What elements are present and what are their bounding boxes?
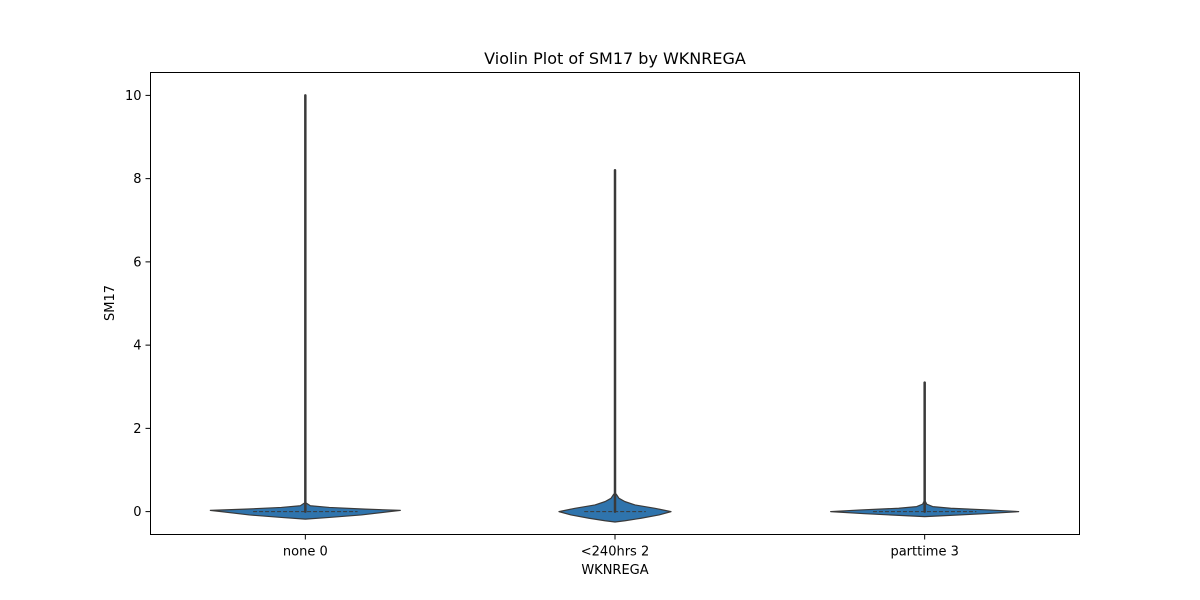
- violin: [209, 94, 401, 520]
- x-tick-label: parttime 3: [890, 545, 958, 560]
- x-tick-label: none 0: [283, 545, 328, 560]
- x-axis-label: WKNREGA: [581, 563, 648, 578]
- y-axis: 0 2 4 6 8 10: [125, 89, 151, 520]
- y-axis-label: SM17: [103, 285, 118, 321]
- violin: [830, 381, 1020, 518]
- y-tick-label: 8: [133, 172, 141, 187]
- y-tick-label: 6: [133, 255, 141, 270]
- x-tick-label: <240hrs 2: [581, 545, 649, 560]
- x-axis: none 0 <240hrs 2 parttime 3: [283, 534, 959, 560]
- y-tick-label: 0: [133, 505, 141, 520]
- plot-frame: [150, 72, 1080, 535]
- chart-title: Violin Plot of SM17 by WKNREGA: [484, 49, 746, 68]
- y-tick-label: 4: [133, 339, 141, 354]
- y-tick-label: 10: [125, 89, 142, 104]
- y-tick-label: 2: [133, 422, 141, 437]
- violin: [558, 169, 672, 523]
- violin-group: [209, 94, 1020, 523]
